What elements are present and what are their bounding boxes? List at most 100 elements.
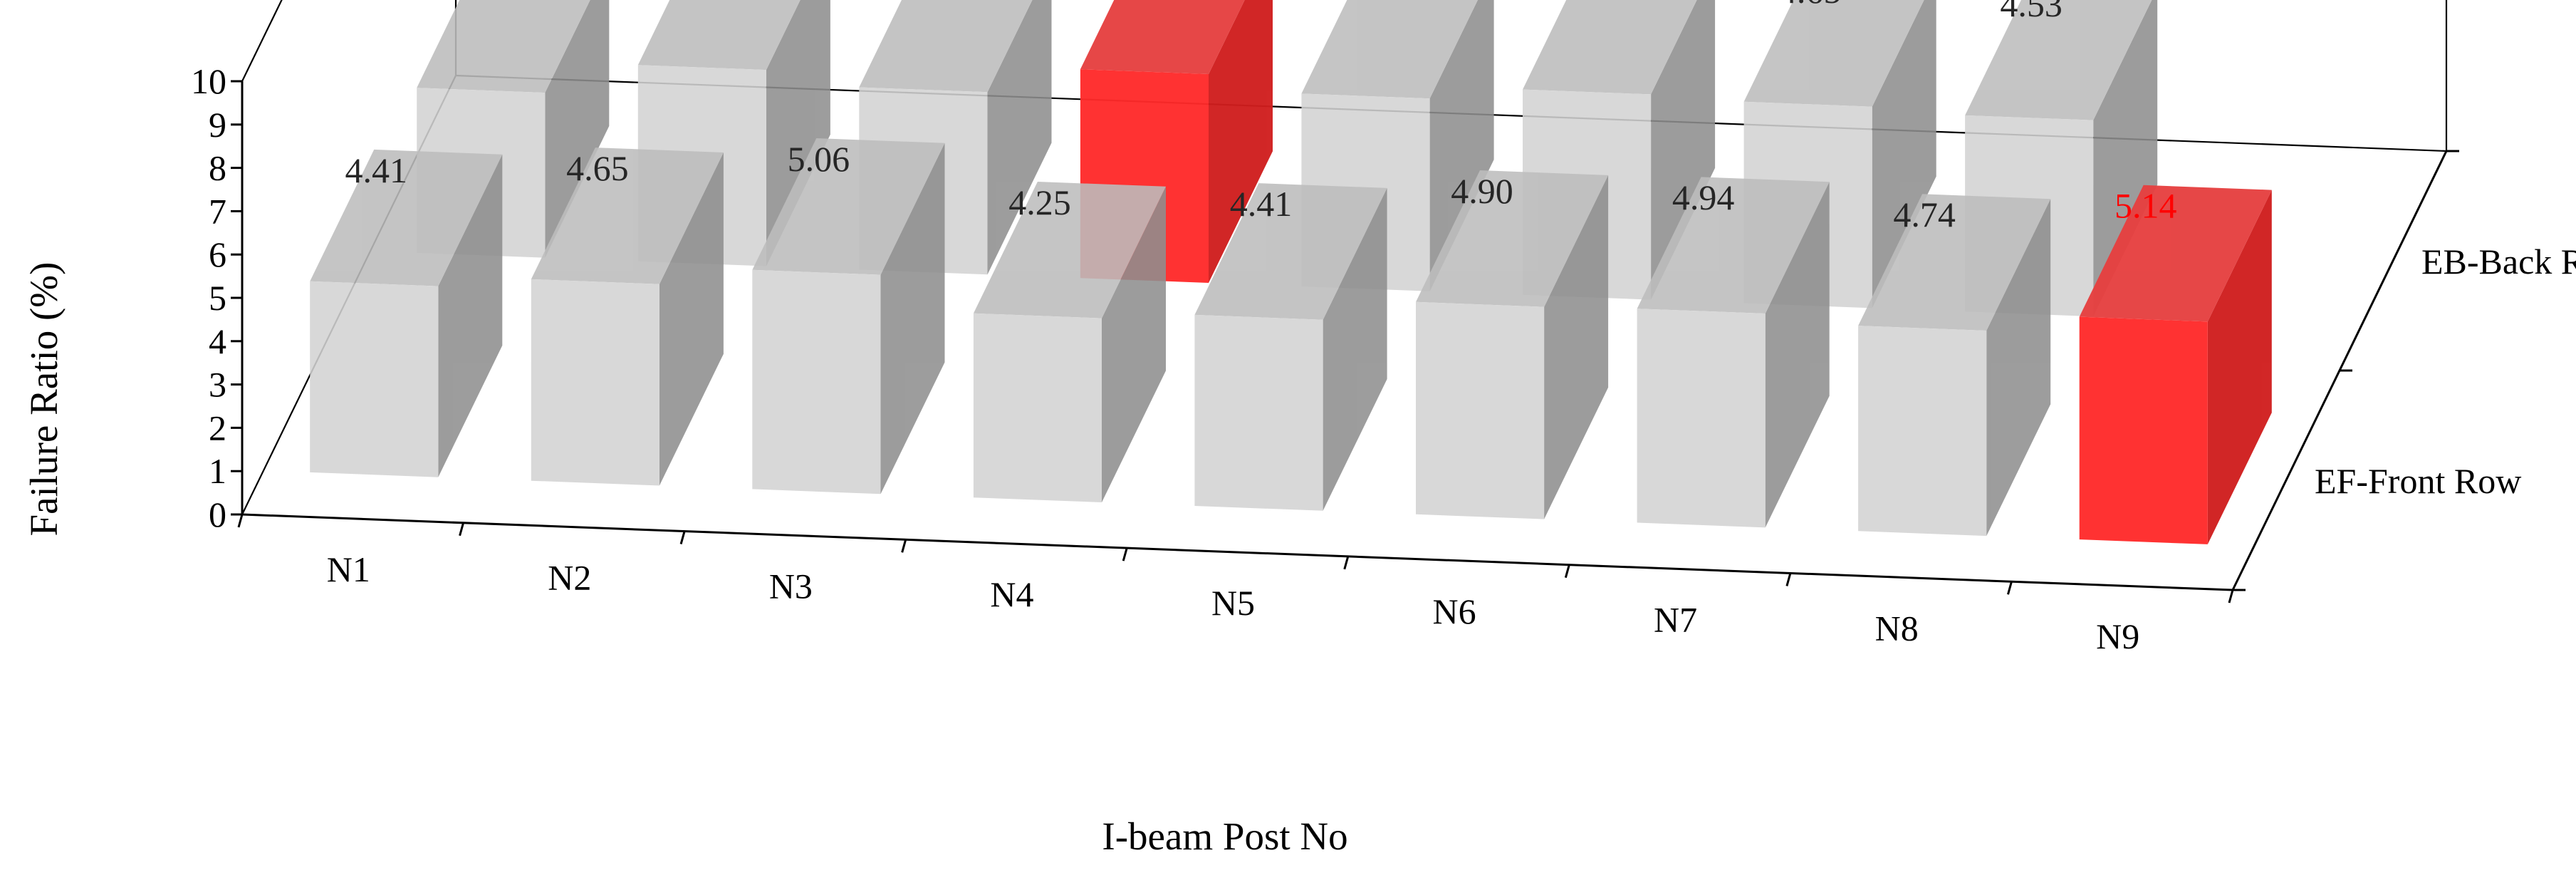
bar-n1-front [310,149,503,477]
bar-side-face [1323,187,1387,511]
bar-side-face [1872,0,1936,309]
bar-front-face [973,313,1102,502]
row-labels: EF-Front Row EB-Back Row [2233,150,2576,591]
x-tick-mark [901,539,907,553]
bar-side-face [987,0,1052,275]
x-axis-title: I-beam Post No [1102,814,1347,858]
x-tick-mark [1343,556,1350,570]
x-tick-mark [237,514,244,528]
category-labels: N1 N2 N3 N4 N5 N6 N7 N8 N9 [237,514,2234,656]
bar-side-face [2207,190,2272,544]
y-tick-label: 2 [209,408,226,447]
category-label-n7: N7 [1654,600,1697,640]
y-axis-title: Failure Ratio (%) [22,262,66,537]
bar-side-face [1651,0,1716,300]
bar-top-face [1416,170,1609,307]
category-axis [241,513,2233,591]
data-labels: 3.814.534.214.824.454.744.654.534.414.65… [345,0,2177,234]
bar-front-face [1416,301,1545,519]
bar-side-face [2093,0,2158,317]
data-label-n9-front: 5.14 [2114,186,2177,226]
bar-top-face [310,149,503,286]
data-label-n2-front: 4.65 [566,148,629,188]
bar-front-face [752,269,881,495]
y-tick-label: 7 [209,191,226,231]
category-label-n5: N5 [1211,583,1255,623]
category-label-n9: N9 [2096,616,2139,656]
row-label-front: EF-Front Row [2315,461,2521,501]
bar-side-face [438,154,503,477]
data-label-n6-front: 4.90 [1451,171,1513,211]
y-tick-label: 1 [209,451,226,491]
bar-n5-front [1194,183,1387,511]
row-label-back: EB-Back Row [2421,242,2576,281]
data-label-n7-back: 4.65 [1779,0,1842,11]
bar-side-face [1544,175,1609,519]
data-label-n5-back: 4.45 [1337,0,1399,2]
data-label-n3-front: 5.06 [788,139,850,179]
bar-top-face [859,0,1033,93]
bar-n4-front [973,182,1166,502]
data-label-n8-front: 4.74 [1893,195,1956,234]
bar-n6-front [1416,170,1609,519]
left-top-edge [241,0,283,82]
data-label-n4-front: 4.25 [1008,182,1071,222]
data-label-n1-front: 4.41 [345,150,408,190]
bars [310,0,2272,544]
bar-top-face [531,147,724,284]
bar-top-face [1301,0,1478,99]
bar-side-face [1765,182,1830,528]
x-tick-mark [2006,581,2013,595]
bar-front-face [1194,314,1323,511]
y-tick-label: 8 [209,148,226,188]
bar-top-face [752,138,945,275]
y-tick-label: 10 [191,61,226,101]
x-tick-mark [2228,589,2234,604]
bar-top-face [1858,194,2051,331]
category-label-n1: N1 [327,549,370,589]
bar-n8-front [1858,194,2051,537]
bar-n7-front [1637,177,1830,528]
x-tick-mark [1785,573,1792,586]
bar-top-face [1080,0,1245,74]
bar-top-face [1743,0,1924,107]
bar-side-face [1986,199,2051,537]
bar-side-face [659,152,724,486]
bar-n4-back [1080,0,1273,283]
y-tick-label: 4 [209,321,226,361]
bar-top-face [1523,0,1697,95]
bar-side-face [545,0,610,258]
category-label-n3: N3 [769,566,813,606]
bar-front-face [2079,316,2208,544]
bar-top-face [637,0,801,71]
bar-top-face [2079,185,2272,322]
bar-side-face [880,143,945,495]
y-tick-label: 5 [209,278,226,318]
category-label-n4: N4 [990,574,1033,614]
bar-top-face [973,182,1166,319]
y-tick-label: 6 [209,234,226,274]
y-tick-label: 3 [209,365,226,405]
bar-front-face [1637,309,1766,528]
category-label-n2: N2 [548,558,591,598]
data-label-n7-front: 4.94 [1672,177,1735,217]
y-tick-label: 9 [209,105,226,145]
bar-top-face [1637,177,1830,314]
data-label-n8-back: 4.53 [2000,0,2063,24]
bar-n3-front [752,138,945,495]
bar-top-face [417,0,590,93]
bar-side-face [1209,0,1273,283]
bar-n9-front [2079,185,2272,544]
x-tick-mark [1564,564,1570,579]
bar-n2-front [531,147,724,486]
bar-top-face [1194,183,1387,320]
data-label-n5-front: 4.41 [1230,184,1293,224]
bar-front-face [1858,326,1987,537]
x-tick-mark [1122,547,1128,561]
y-tick-label: 0 [209,495,226,534]
bar-side-face [766,0,830,266]
bar-front-face [531,279,659,486]
bar-side-face [1102,186,1166,502]
